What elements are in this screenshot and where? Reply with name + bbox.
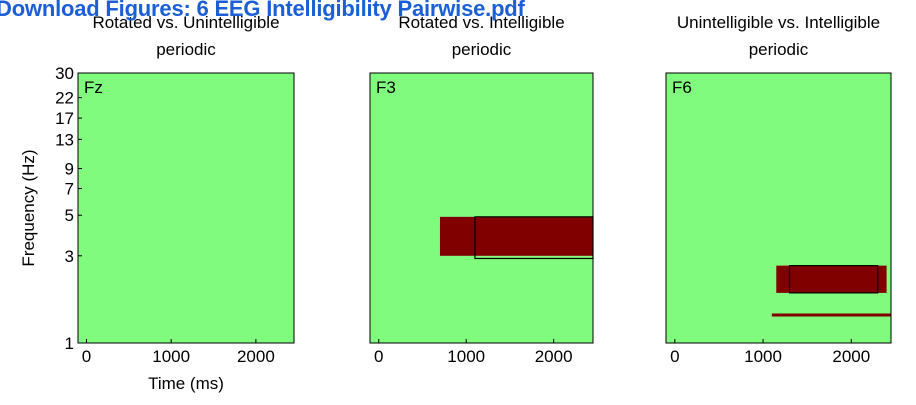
- panel-1-y-tick-label-30: 30: [55, 64, 74, 83]
- panel-3-significant-region-1: [776, 265, 887, 293]
- panel-3-subtitle: periodic: [749, 40, 809, 59]
- panel-1-y-tick-label-17: 17: [55, 109, 74, 128]
- panel-3-significant-region-2: [771, 313, 891, 317]
- panel-2-x-tick-label-2000: 2000: [535, 347, 573, 366]
- panel-3-x-tick-label-1000: 1000: [744, 347, 782, 366]
- panel-3-x-tick-label-2000: 2000: [832, 347, 870, 366]
- panel-1-channel-label: Fz: [84, 78, 103, 97]
- panel-1-y-tick-label-22: 22: [55, 89, 74, 108]
- panel-2-frame: [369, 72, 594, 344]
- panel-1-title: Rotated vs. Unintelligible: [92, 13, 279, 32]
- panel-1-background: [78, 73, 294, 343]
- panel-1-y-tick-label-5: 5: [65, 206, 74, 225]
- panel-1-y-axis-label: Frequency (Hz): [19, 149, 38, 266]
- panel-1-subtitle: periodic: [156, 40, 216, 59]
- panel-2-background: [370, 73, 593, 343]
- panel-1-y-tick-label-7: 7: [65, 180, 74, 199]
- panel-1-y-tick-label-3: 3: [65, 247, 74, 266]
- panel-2-x-tick-label-0: 0: [374, 347, 383, 366]
- panel-3-frame: [665, 72, 892, 344]
- panel-1-x-tick-label-0: 0: [82, 347, 91, 366]
- panel-3-x-tick-label-0: 0: [670, 347, 679, 366]
- panel-1-x-axis-label: Time (ms): [148, 374, 224, 393]
- panel-3-cluster-box-1: [788, 265, 879, 294]
- panel-3-title: Unintelligible vs. Intelligible: [677, 13, 880, 32]
- panel-1-x-tick-label-1000: 1000: [152, 347, 190, 366]
- panel-2-channel-label: F3: [376, 78, 396, 97]
- panel-1-y-tick-label-1: 1: [65, 334, 74, 353]
- panel-2-title: Rotated vs. Intelligible: [398, 13, 564, 32]
- panel-1-y-tick-label-9: 9: [65, 160, 74, 179]
- panel-1-frame: [77, 72, 295, 344]
- panel-1-x-tick-label-2000: 2000: [237, 347, 275, 366]
- download-figure-link[interactable]: Download Figures: 6 EEG Intelligibility …: [0, 0, 525, 21]
- panel-3-background: [666, 73, 891, 343]
- panel-2-x-tick-label-1000: 1000: [447, 347, 485, 366]
- panel-3-channel-label: F6: [672, 78, 692, 97]
- panel-2-subtitle: periodic: [452, 40, 512, 59]
- panel-1-y-tick-label-13: 13: [55, 130, 74, 149]
- panel-2-significant-region-1: [439, 216, 593, 256]
